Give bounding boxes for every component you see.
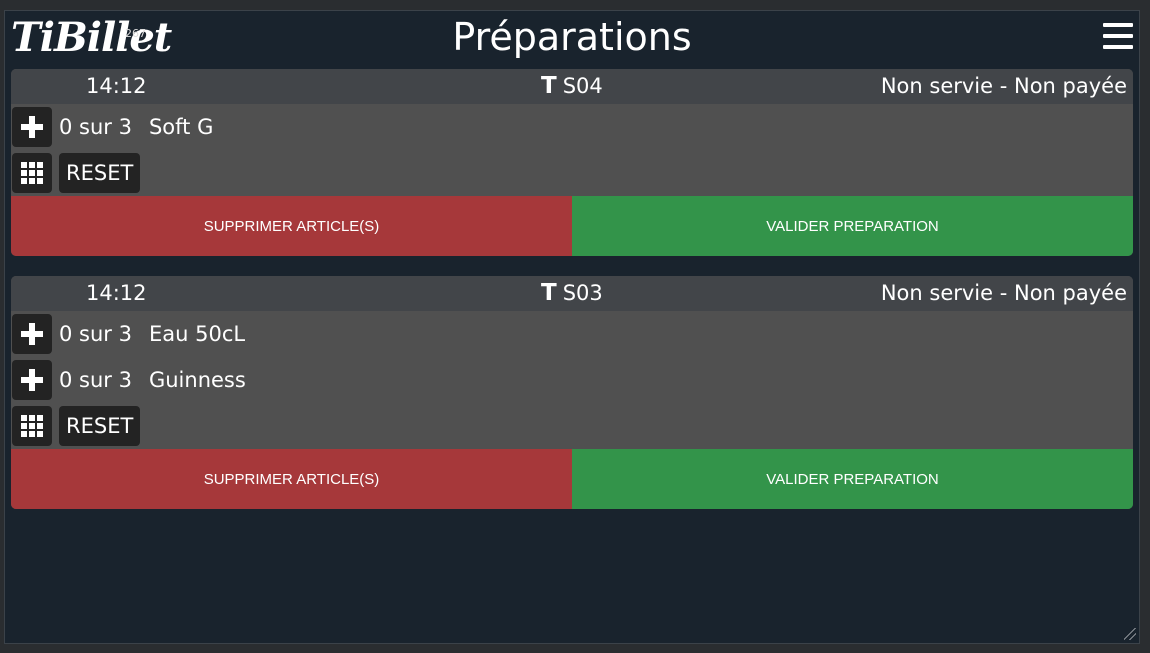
plus-icon	[21, 116, 43, 138]
page-title: Préparations	[452, 15, 692, 59]
keypad-grid-icon	[21, 415, 43, 437]
order-status: Non servie - Non payée	[880, 74, 1127, 98]
hamburger-menu-icon[interactable]	[1103, 23, 1133, 49]
item-name: Soft G	[148, 115, 214, 139]
table-icon: T	[541, 280, 557, 306]
plus-icon	[21, 323, 43, 345]
order-card: 14:12 T S03 Non servie - Non payée 0 sur…	[11, 276, 1133, 509]
delete-articles-button[interactable]: SUPPRIMER ARTICLE(S)	[11, 196, 572, 256]
item-count: 0 sur 3	[59, 368, 132, 392]
reset-button[interactable]: RESET	[59, 153, 141, 193]
order-item-row: 0 sur 3 Soft G	[11, 104, 1133, 150]
order-actions: SUPPRIMER ARTICLE(S) VALIDER PREPARATION	[11, 449, 1133, 509]
order-item-row: 0 sur 3 Eau 50cL	[11, 311, 1133, 357]
plus-icon	[21, 369, 43, 391]
resize-handle-icon[interactable]	[1124, 628, 1136, 640]
order-time: 14:12	[86, 281, 147, 305]
validate-preparation-button[interactable]: VALIDER PREPARATION	[572, 449, 1133, 509]
item-count: 0 sur 3	[59, 115, 132, 139]
item-count: 0 sur 3	[59, 322, 132, 346]
order-card-header: 14:12 T S04 Non servie - Non payée	[11, 69, 1133, 104]
add-item-button[interactable]	[12, 107, 52, 147]
order-time: 14:12	[86, 74, 147, 98]
header: TiBillet 267 Préparations	[5, 11, 1139, 67]
order-table: T S03	[541, 276, 603, 311]
table-number: S04	[562, 74, 603, 98]
order-table: T S04	[541, 69, 603, 104]
app-window: TiBillet 267 Préparations 14:12 T S04 No…	[4, 10, 1140, 644]
order-status: Non servie - Non payée	[880, 281, 1127, 305]
order-controls-row: RESET	[11, 403, 1133, 449]
order-controls-row: RESET	[11, 150, 1133, 196]
validate-preparation-button[interactable]: VALIDER PREPARATION	[572, 196, 1133, 256]
table-icon: T	[541, 73, 557, 99]
keypad-button[interactable]	[12, 153, 52, 193]
order-actions: SUPPRIMER ARTICLE(S) VALIDER PREPARATION	[11, 196, 1133, 256]
logo-superscript: 267	[125, 27, 146, 40]
add-item-button[interactable]	[12, 360, 52, 400]
order-card: 14:12 T S04 Non servie - Non payée 0 sur…	[11, 69, 1133, 256]
delete-articles-button[interactable]: SUPPRIMER ARTICLE(S)	[11, 449, 572, 509]
order-item-row: 0 sur 3 Guinness	[11, 357, 1133, 403]
table-number: S03	[562, 281, 603, 305]
item-name: Eau 50cL	[148, 322, 246, 346]
item-name: Guinness	[148, 368, 246, 392]
reset-button[interactable]: RESET	[59, 406, 141, 446]
tibillet-logo: TiBillet	[11, 14, 172, 61]
keypad-button[interactable]	[12, 406, 52, 446]
keypad-grid-icon	[21, 162, 43, 184]
order-card-header: 14:12 T S03 Non servie - Non payée	[11, 276, 1133, 311]
add-item-button[interactable]	[12, 314, 52, 354]
